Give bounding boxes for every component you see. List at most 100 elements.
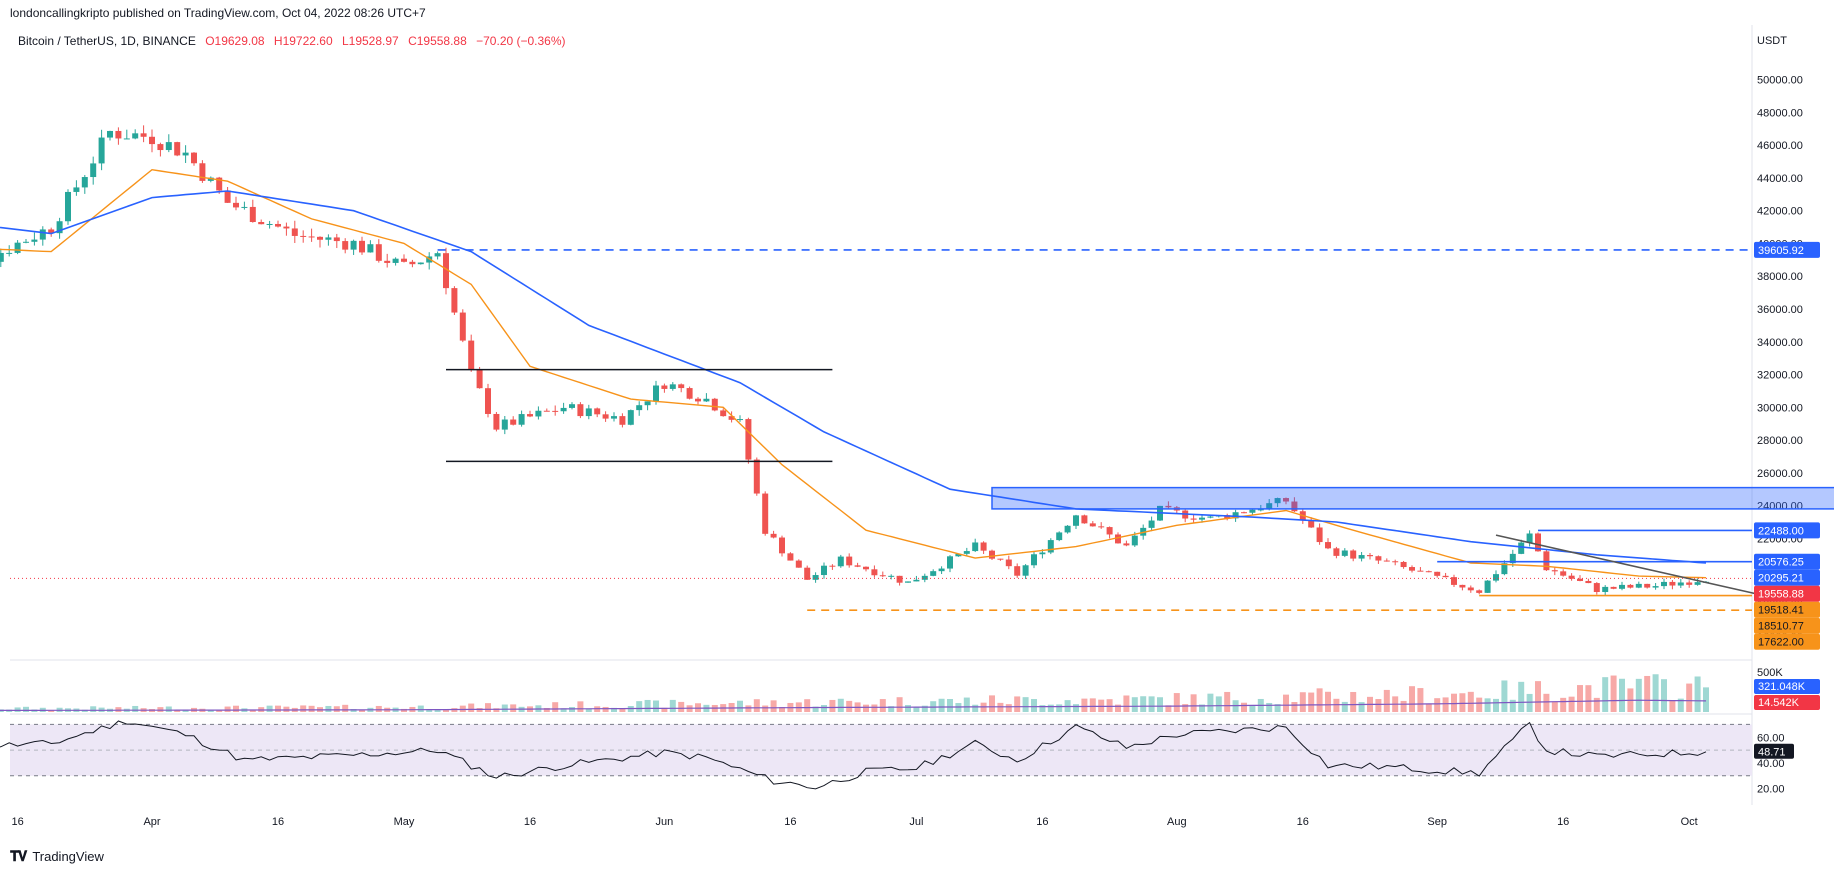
volume-bar: [266, 705, 273, 712]
candle-body: [1350, 550, 1357, 559]
candle-body: [627, 410, 634, 425]
candle-body: [31, 239, 38, 242]
candle-body: [165, 142, 172, 151]
volume-bar: [762, 705, 769, 712]
candle-body: [1409, 567, 1415, 571]
volume-bar: [1686, 683, 1693, 712]
candles: [0, 125, 1709, 596]
volume-bar: [443, 709, 449, 712]
price-tick-label: 42000.00: [1757, 206, 1803, 218]
candle-body: [1232, 512, 1239, 519]
volume-bar: [1560, 697, 1567, 712]
time-tick-label: Oct: [1681, 816, 1698, 828]
candle-body: [602, 414, 609, 419]
volume-bar: [636, 701, 643, 712]
candle-body: [535, 410, 542, 417]
candle-body: [1073, 515, 1079, 526]
price-labels: 39605.92 22488.00 20576.25 20295.21 19558.88…: [1754, 241, 1820, 650]
volume-bar: [1669, 700, 1676, 712]
candle-body: [1098, 526, 1105, 528]
volume-bar: [132, 705, 139, 712]
candle-body: [955, 553, 962, 557]
rsi-tick-label: 60.00: [1757, 732, 1785, 744]
candle-body: [216, 177, 223, 191]
candle-body: [233, 202, 239, 208]
volume-bar: [1493, 698, 1499, 712]
volume-bar: [115, 707, 122, 712]
candle-body: [224, 190, 231, 203]
candle-body: [644, 401, 651, 406]
volume-bar: [275, 705, 281, 712]
candle-body: [762, 493, 769, 534]
candle-body: [493, 413, 500, 430]
volume-bar: [1425, 703, 1432, 712]
resistance-zone: [991, 486, 1834, 510]
volume-bar: [871, 704, 878, 712]
candle-body: [963, 551, 970, 554]
candle-body: [0, 252, 4, 262]
volume-bar: [350, 709, 357, 712]
volume-bar: [1635, 678, 1642, 712]
time-tick-label: Jul: [909, 816, 923, 828]
tradingview-logo[interactable]: 𝐓𝐕 TradingView: [10, 848, 104, 865]
candle-body: [367, 244, 374, 253]
candle-body: [1383, 560, 1390, 562]
candle-body: [1089, 523, 1096, 527]
volume-bar: [1417, 688, 1424, 712]
volume-bar: [510, 704, 517, 712]
candle-body: [812, 575, 819, 580]
candle-body: [317, 236, 323, 240]
volume-bar: [1652, 674, 1659, 712]
time-tick-label: 16: [1297, 816, 1309, 828]
volume-bar: [468, 703, 475, 712]
volume-bar: [1274, 704, 1281, 712]
candle-body: [174, 142, 181, 156]
rsi-line: [0, 720, 1707, 790]
candle-body: [199, 163, 206, 181]
candle-body: [1148, 520, 1155, 528]
candle-body: [14, 242, 21, 253]
candle-body: [1325, 542, 1331, 549]
candle-body: [1199, 517, 1205, 520]
volume-bar: [14, 707, 21, 712]
candle-body: [804, 567, 811, 580]
candle-body: [1652, 586, 1659, 588]
price-tick-label: 46000.00: [1757, 140, 1803, 152]
volume-bar: [888, 706, 895, 712]
candle-body: [401, 258, 407, 262]
volume-bar: [1283, 694, 1289, 712]
volume-bar: [644, 699, 651, 712]
price-tick-label: 48000.00: [1757, 107, 1803, 119]
price-tick-label: 26000.00: [1757, 468, 1803, 480]
candle-body: [266, 223, 273, 225]
candle-body: [115, 130, 122, 139]
candle-body: [1022, 565, 1029, 576]
candle-body: [1619, 584, 1625, 589]
volume-bar: [1005, 704, 1012, 712]
candle-body: [879, 575, 886, 577]
symbol-name[interactable]: Bitcoin / TetherUS, 1D, BINANCE: [18, 34, 196, 48]
volume-bar: [283, 706, 290, 712]
volume-bar: [426, 709, 433, 712]
volume-bar: [493, 708, 500, 712]
volume-bar: [905, 705, 911, 712]
volume-bar: [1451, 693, 1457, 712]
volume-bar: [585, 708, 592, 712]
volume-bar: [1518, 681, 1525, 712]
candle-body: [905, 581, 911, 583]
candle-body: [1417, 570, 1424, 572]
candle-body: [1442, 575, 1449, 578]
time-tick-label: 16: [1557, 816, 1569, 828]
candle-body: [73, 187, 80, 192]
candle-body: [1341, 550, 1348, 556]
volume-bar: [1585, 685, 1592, 712]
candle-body: [1577, 578, 1583, 581]
price-label-bg: [1754, 241, 1820, 258]
volume-bar: [1551, 701, 1558, 712]
candle-body: [81, 177, 88, 188]
candle-body: [325, 237, 332, 240]
volume-bar: [1501, 680, 1508, 712]
volume-bar: [1199, 704, 1205, 712]
price-tick-label: 44000.00: [1757, 173, 1803, 185]
